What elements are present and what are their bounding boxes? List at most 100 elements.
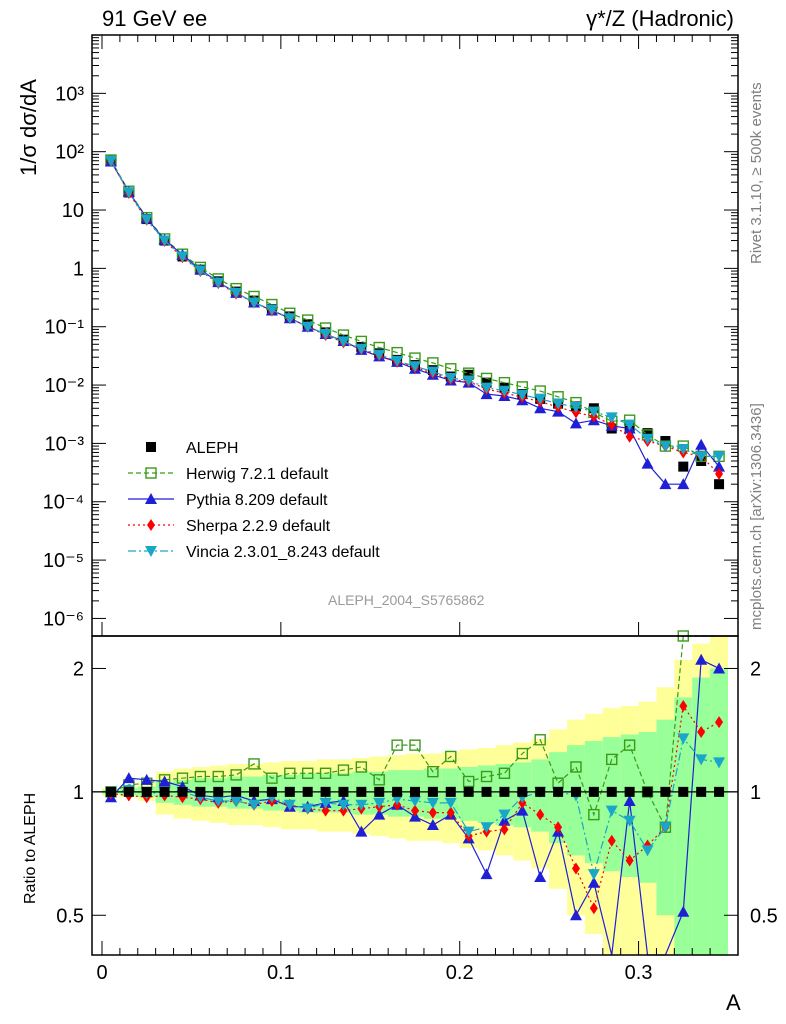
vincia-ratio-point xyxy=(677,733,690,745)
vincia-main-point xyxy=(695,451,708,463)
pythia-ratio-point xyxy=(122,772,135,784)
vincia-ratio-point xyxy=(695,754,708,766)
data-ratio-point xyxy=(392,786,403,797)
pythia-ratio-point xyxy=(516,804,529,816)
vincia-main-point xyxy=(230,287,243,299)
herwig-ratio-point xyxy=(480,770,493,783)
ratio-y-tick-label-right: 2 xyxy=(750,658,761,680)
data-ratio-point xyxy=(195,786,206,797)
vincia-main-point xyxy=(444,373,457,385)
herwig-ratio-point xyxy=(230,769,242,781)
data-ratio-point xyxy=(714,786,725,797)
sherpa-ratio-point xyxy=(715,716,724,729)
data-ratio-point xyxy=(123,786,134,797)
x-tick-label: 0.3 xyxy=(625,962,653,984)
vincia-ratio-point xyxy=(641,845,654,857)
vincia-main-point xyxy=(248,297,261,309)
data-ratio-point xyxy=(660,786,671,797)
sherpa-ratio-point xyxy=(428,806,437,819)
vincia-main-point xyxy=(605,412,618,424)
legend-label-sherpa: Sherpa 2.2.9 default xyxy=(186,518,331,535)
sherpa-ratio-point xyxy=(679,699,688,712)
vincia-ratio-point xyxy=(480,822,493,834)
herwig-ratio-point xyxy=(373,774,385,786)
pythia-ratio-point xyxy=(677,905,690,917)
legend-marker-sherpa xyxy=(147,519,155,531)
main-y-tick-label: 10² xyxy=(55,142,84,164)
herwig-ratio-point xyxy=(462,775,475,788)
data-ratio-point xyxy=(141,786,152,797)
herwig-ratio-point xyxy=(212,770,224,783)
data-ratio-point xyxy=(606,786,617,797)
main-y-tick-label: 10 xyxy=(62,200,84,222)
pythia-ratio-point xyxy=(587,876,600,888)
vincia-main-point xyxy=(176,251,189,263)
vincia-ratio-point xyxy=(426,797,439,809)
pythia-ratio-point xyxy=(158,775,171,787)
data-ratio-point xyxy=(588,786,599,797)
data-ratio-point xyxy=(463,786,474,797)
data-ratio-point xyxy=(427,786,438,797)
analysis-watermark: ALEPH_2004_S5765862 xyxy=(328,592,485,608)
pythia-main-point xyxy=(713,460,726,472)
herwig-ratio-point xyxy=(391,739,403,751)
vincia-main-point xyxy=(498,385,511,397)
band-green-bin xyxy=(584,741,603,864)
main-panel xyxy=(104,154,726,490)
band-green-bin xyxy=(710,668,728,955)
vincia-ratio-point xyxy=(659,822,672,834)
main-y-tick-label: 10⁻² xyxy=(45,375,85,397)
vincia-ratio-point xyxy=(230,795,243,807)
pythia-ratio-point xyxy=(373,808,386,820)
band-green-bin xyxy=(602,737,621,872)
data-ratio-point xyxy=(213,786,224,797)
herwig-ratio-line xyxy=(110,635,720,830)
legend-label-herwig: Herwig 7.2.1 default xyxy=(186,466,329,483)
data-ratio-point xyxy=(302,786,313,797)
ratio-y-tick-label-left: 0.5 xyxy=(56,905,84,927)
herwig-ratio-point xyxy=(409,739,421,751)
pythia-ratio-point xyxy=(623,794,636,806)
herwig-ratio-point xyxy=(623,739,636,751)
header-right-label: γ*/Z (Hadronic) xyxy=(586,6,734,31)
data-ratio-point xyxy=(481,786,492,797)
data-ratio-point xyxy=(231,786,242,797)
data-ratio-point xyxy=(374,786,385,797)
vincia-ratio-point xyxy=(409,795,421,807)
sherpa-ratio-point xyxy=(697,725,706,738)
data-ratio-point xyxy=(517,786,528,797)
vincia-ratio-point xyxy=(337,799,350,811)
data-ratio-point xyxy=(535,786,546,797)
herwig-ratio-point xyxy=(570,761,582,773)
data-ratio-point xyxy=(410,786,420,797)
vincia-ratio-point xyxy=(587,869,600,881)
vincia-ratio-point xyxy=(301,803,314,815)
vincia-main-point xyxy=(516,389,529,401)
pythia-ratio-point xyxy=(695,653,708,665)
data-main-point xyxy=(463,369,474,380)
band-green-bin xyxy=(692,677,711,955)
herwig-ratio-point xyxy=(337,764,350,776)
vincia-main-point xyxy=(265,304,278,316)
data-ratio-point xyxy=(338,786,349,797)
vincia-main-point xyxy=(552,398,565,410)
vincia-main-point xyxy=(677,444,690,456)
data-ratio-point xyxy=(356,786,367,797)
vincia-main-point xyxy=(623,419,636,431)
data-main-point xyxy=(714,479,725,490)
data-ratio-point xyxy=(624,786,635,797)
data-ratio-point xyxy=(553,786,564,797)
herwig-main-line xyxy=(110,159,720,457)
vincia-main-line xyxy=(110,160,720,457)
vincia-main-point xyxy=(319,329,332,341)
vincia-main-point xyxy=(569,402,582,414)
legend-label-vincia: Vincia 2.3.01_8.243 default xyxy=(186,544,380,561)
vincia-ratio-point xyxy=(355,799,368,811)
vincia-ratio-point xyxy=(623,815,636,827)
herwig-ratio-point xyxy=(427,765,439,778)
data-ratio-point xyxy=(284,786,295,797)
ratio-panel xyxy=(92,630,738,956)
herwig-ratio-point xyxy=(319,767,332,779)
data-ratio-point xyxy=(177,786,188,797)
